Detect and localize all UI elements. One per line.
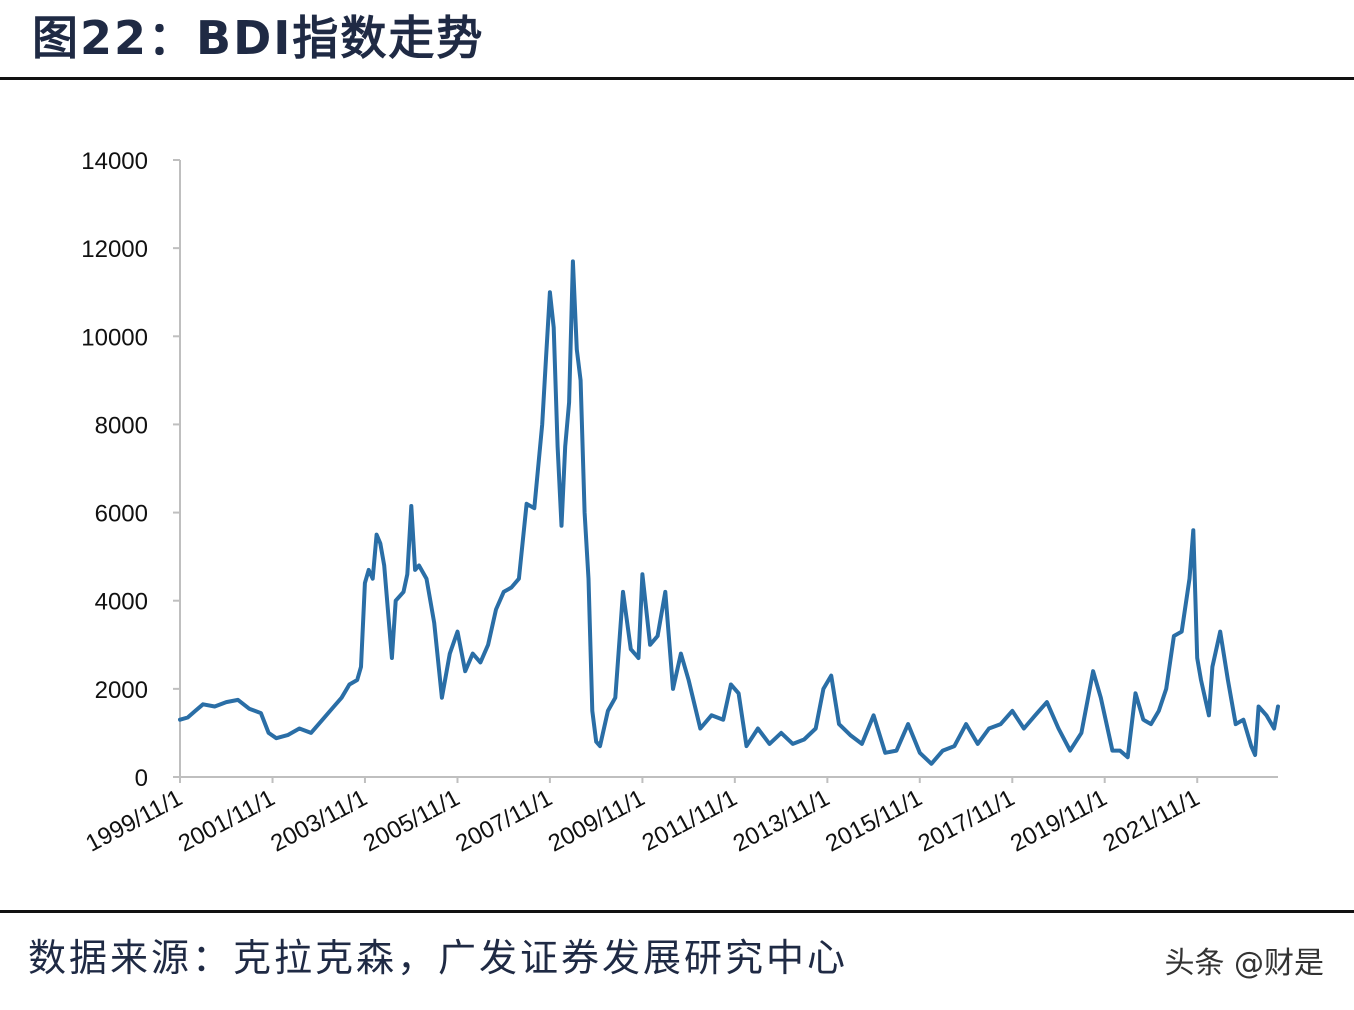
x-axis-ticks: 1999/11/12001/11/12003/11/12005/11/12007… [81, 777, 1204, 858]
bdi-line-chart: 0 2000 4000 6000 8000 10000 12000 14000 1999/11… [81, 148, 1280, 858]
source-note: 数据来源：克拉克森，广发证券发展研究中心 [28, 936, 849, 980]
y-axis-ticks: 0 2000 4000 6000 8000 10000 12000 14000 [81, 148, 180, 792]
y-tick-label: 10000 [81, 324, 148, 351]
x-tick-label: 1999/11/1 [81, 784, 186, 857]
y-tick-label: 14000 [81, 148, 148, 175]
y-tick-label: 12000 [81, 236, 148, 263]
x-tick-label: 2009/11/1 [544, 784, 649, 857]
x-tick-label: 2007/11/1 [451, 784, 556, 857]
series-group [178, 259, 1280, 766]
y-tick-label: 6000 [95, 501, 148, 528]
x-tick-label: 2003/11/1 [266, 784, 371, 857]
x-tick-label: 2001/11/1 [174, 784, 279, 857]
y-tick-label: 4000 [95, 589, 148, 616]
x-tick-label: 2013/11/1 [729, 784, 834, 857]
y-tick-label: 8000 [95, 412, 148, 439]
page-title: 图22：BDI指数走势 [32, 11, 485, 65]
chart-axes [179, 160, 1278, 778]
bottom-divider [0, 910, 1354, 913]
y-tick-label: 2000 [95, 677, 148, 704]
top-divider [0, 77, 1354, 80]
x-tick-label: 2005/11/1 [359, 784, 464, 857]
x-tick-label: 2017/11/1 [914, 784, 1019, 857]
watermark-label: 头条 @财是 [1164, 946, 1324, 981]
bdi-series-line [178, 259, 1280, 766]
x-tick-label: 2011/11/1 [638, 784, 742, 856]
x-tick-label: 2021/11/1 [1099, 784, 1204, 857]
y-tick-label: 0 [135, 765, 148, 792]
x-tick-label: 2019/11/1 [1006, 784, 1111, 857]
x-tick-label: 2015/11/1 [821, 784, 926, 857]
